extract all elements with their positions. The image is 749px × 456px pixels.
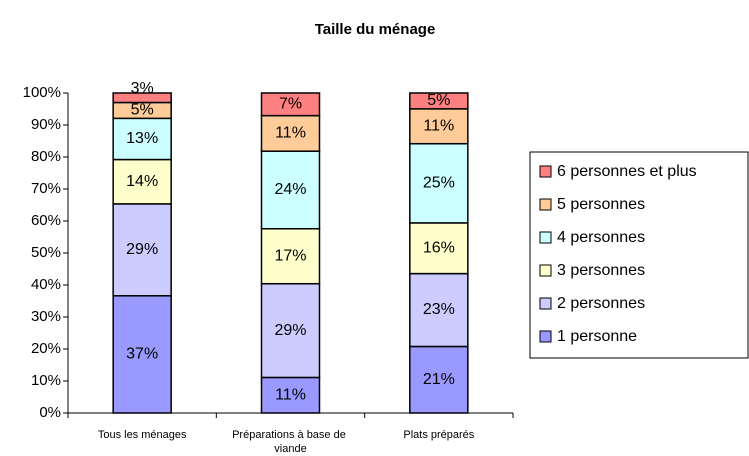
value-label: 25% [423, 175, 455, 192]
x-tick-label: Tous les ménages [98, 429, 187, 441]
bar-segment [260, 282, 321, 379]
bar-segment [112, 117, 172, 161]
bar-segment [112, 203, 172, 297]
value-label: 5% [427, 92, 450, 109]
value-label: 17% [274, 247, 306, 264]
bar-segment [112, 295, 172, 414]
bar-segment [409, 272, 469, 348]
value-label: 11% [275, 125, 306, 142]
value-label: 3% [131, 80, 154, 97]
y-tick-label: 60% [31, 212, 61, 229]
y-tick-label: 80% [31, 148, 61, 165]
legend-swatch [539, 231, 552, 244]
y-tick-label: 40% [31, 276, 61, 293]
bar-segment [409, 345, 469, 414]
value-label: 14% [126, 173, 158, 190]
y-tick-label: 50% [31, 244, 61, 261]
value-label: 29% [274, 322, 306, 339]
legend-box [529, 151, 749, 359]
y-tick-label: 90% [31, 116, 61, 133]
y-tick-label: 10% [31, 372, 61, 389]
bar-segment [260, 92, 321, 117]
legend-swatch [539, 297, 552, 310]
value-label: 13% [126, 130, 158, 147]
bar-segment [112, 92, 172, 104]
value-label: 16% [423, 239, 455, 256]
legend-label: 3 personnes [557, 262, 645, 279]
value-label: 21% [423, 371, 455, 388]
value-label: 29% [126, 241, 158, 258]
legend-label: 2 personnes [557, 295, 645, 312]
legend-label: 5 personnes [557, 196, 645, 213]
y-tick-label: 20% [31, 340, 61, 357]
value-label: 11% [275, 386, 306, 403]
legend-swatch [539, 198, 552, 211]
bar-segment [260, 376, 321, 414]
legend-swatch [539, 264, 552, 277]
bar-segment [409, 222, 469, 275]
bar-segment [409, 142, 469, 224]
y-tick-label: 30% [31, 308, 61, 325]
legend-swatch [539, 330, 552, 343]
legend-label: 1 personne [557, 328, 637, 345]
value-label: 37% [126, 346, 158, 363]
bar-segment [260, 228, 321, 285]
y-tick-label: 70% [31, 180, 61, 197]
value-label: 5% [131, 102, 154, 119]
x-tick-label: Plats préparés [403, 429, 474, 441]
y-tick-label: 100% [23, 84, 61, 101]
value-label: 24% [274, 181, 306, 198]
bar-segment [409, 108, 469, 145]
legend-swatch [539, 165, 552, 178]
bar-segment [409, 92, 469, 110]
value-label: 7% [279, 96, 302, 113]
value-label: 11% [423, 117, 454, 134]
legend-label: 4 personnes [557, 229, 645, 246]
bar-segment [260, 150, 321, 230]
x-tick-label: Préparations à base de viande [232, 429, 349, 455]
legend-label: 6 personnes et plus [557, 163, 697, 180]
y-tick-label: 0% [39, 404, 61, 421]
chart-title: Taille du ménage [315, 21, 436, 38]
value-label: 23% [423, 301, 455, 318]
